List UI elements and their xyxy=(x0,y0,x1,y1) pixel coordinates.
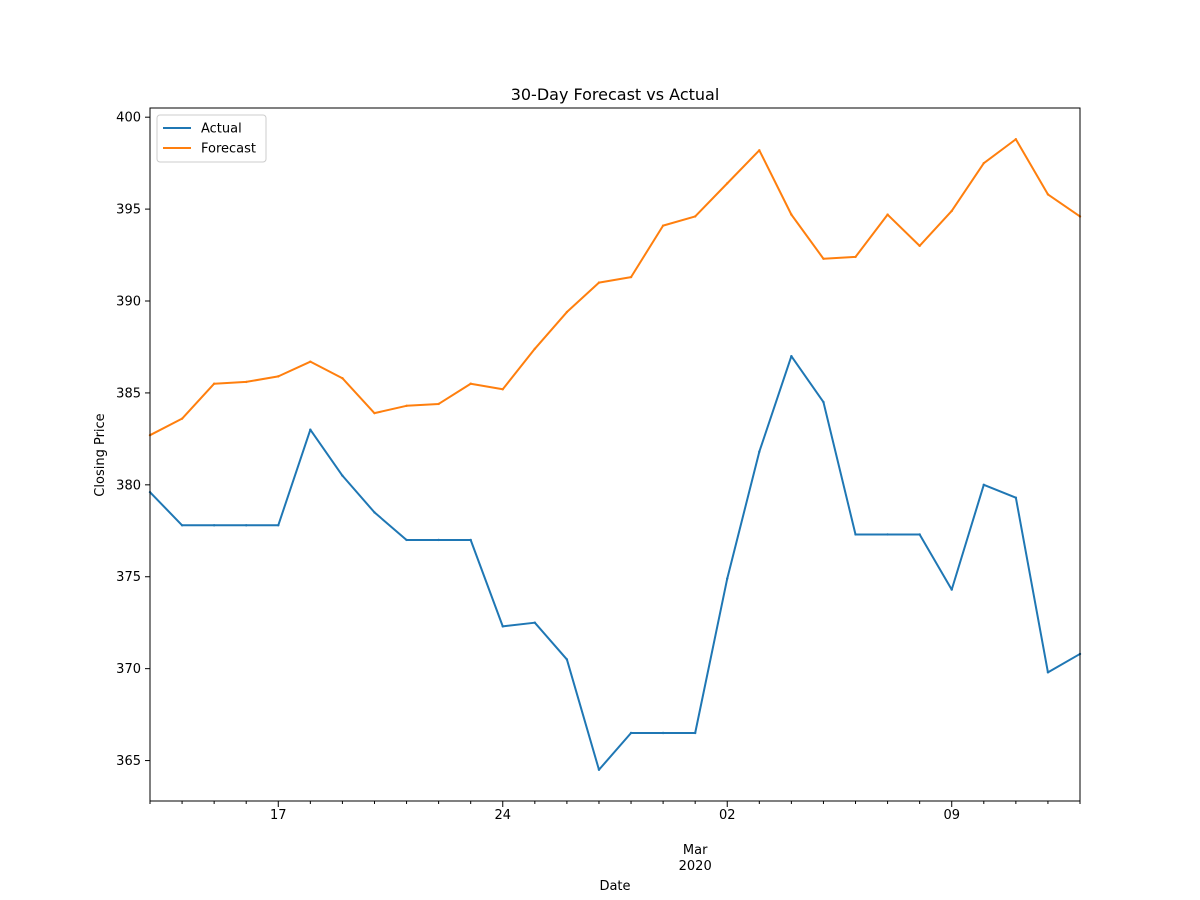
y-tick-label: 370 xyxy=(116,662,141,677)
data-point-forecast xyxy=(565,310,569,314)
x-month-label: Mar xyxy=(683,843,708,858)
y-axis-label: Closing Price xyxy=(93,413,108,496)
data-point-actual xyxy=(629,731,633,735)
data-point-actual xyxy=(758,450,761,453)
data-point-actual xyxy=(245,524,248,527)
y-tick-label: 365 xyxy=(116,754,141,769)
data-point-actual xyxy=(277,524,280,527)
data-point-forecast xyxy=(918,244,921,248)
data-point-forecast xyxy=(693,215,697,218)
chart-title: 30-Day Forecast vs Actual xyxy=(511,85,720,104)
data-point-actual xyxy=(501,625,504,628)
data-point-forecast xyxy=(501,388,504,391)
y-tick-label: 380 xyxy=(116,478,141,493)
data-point-forecast xyxy=(309,360,312,363)
y-axis: 365 370 375 380 385 390 395 400 xyxy=(116,111,150,769)
legend-label-actual: Actual xyxy=(201,122,242,137)
data-point-forecast xyxy=(886,213,889,216)
data-point-actual xyxy=(405,538,408,542)
data-point-forecast xyxy=(629,275,633,279)
y-tick-label: 375 xyxy=(116,570,141,585)
data-point-forecast xyxy=(212,382,216,385)
legend-box xyxy=(156,114,267,163)
data-point-forecast xyxy=(790,213,793,216)
data-point-actual xyxy=(469,538,472,542)
data-point-actual xyxy=(918,533,921,536)
data-point-actual xyxy=(661,731,665,735)
data-point-actual xyxy=(533,621,537,624)
data-point-forecast xyxy=(533,347,537,350)
data-point-actual xyxy=(726,577,729,580)
x-year-label: 2020 xyxy=(679,859,712,874)
data-point-actual xyxy=(886,533,889,536)
y-tick-label: 385 xyxy=(116,386,141,401)
plot-frame xyxy=(149,107,1081,802)
data-point-forecast xyxy=(277,375,280,378)
data-point-actual xyxy=(693,731,697,735)
data-point-actual xyxy=(597,768,601,771)
data-point-forecast xyxy=(597,281,601,284)
data-point-forecast xyxy=(950,209,953,213)
data-point-actual xyxy=(790,354,793,358)
legend-label-forecast: Forecast xyxy=(201,142,256,157)
data-point-forecast xyxy=(341,377,344,380)
data-point-forecast xyxy=(405,404,408,407)
data-point-actual xyxy=(373,511,376,514)
data-point-forecast xyxy=(1046,193,1050,196)
y-tick-label: 400 xyxy=(116,111,141,126)
y-tick-label: 390 xyxy=(116,295,141,310)
legend: Actual Forecast xyxy=(156,114,267,163)
data-point-forecast xyxy=(982,161,985,165)
data-point-forecast xyxy=(245,380,248,384)
data-point-actual xyxy=(1014,496,1018,499)
y-tick-label: 395 xyxy=(116,203,141,218)
data-point-actual xyxy=(309,428,312,431)
data-point-forecast xyxy=(469,382,472,385)
data-point-forecast xyxy=(437,402,440,406)
data-point-forecast xyxy=(758,149,761,152)
data-point-actual xyxy=(437,538,440,542)
x-tick-label: 17 xyxy=(270,808,287,823)
x-tick-label: 02 xyxy=(719,808,736,823)
data-point-actual xyxy=(950,588,953,591)
series-line-forecast xyxy=(149,138,1081,437)
x-tick-label: 24 xyxy=(494,808,511,823)
x-axis-label: Date xyxy=(599,879,630,894)
plot-area xyxy=(148,138,1082,771)
data-point-forecast xyxy=(180,417,184,420)
data-point-actual xyxy=(854,533,857,536)
data-point-actual xyxy=(180,524,184,527)
data-point-actual xyxy=(1046,671,1050,674)
data-point-actual xyxy=(565,658,569,661)
data-point-forecast xyxy=(1014,138,1018,141)
data-point-forecast xyxy=(373,411,376,415)
data-point-actual xyxy=(822,400,825,404)
data-point-actual xyxy=(982,483,985,487)
data-point-actual xyxy=(341,474,344,477)
series-line-actual xyxy=(149,355,1081,771)
x-tick-label: 09 xyxy=(943,808,960,823)
data-point-forecast xyxy=(854,255,857,259)
data-point-forecast xyxy=(822,257,825,260)
data-point-actual xyxy=(212,524,216,527)
data-point-forecast xyxy=(726,182,729,185)
data-point-forecast xyxy=(661,224,665,227)
